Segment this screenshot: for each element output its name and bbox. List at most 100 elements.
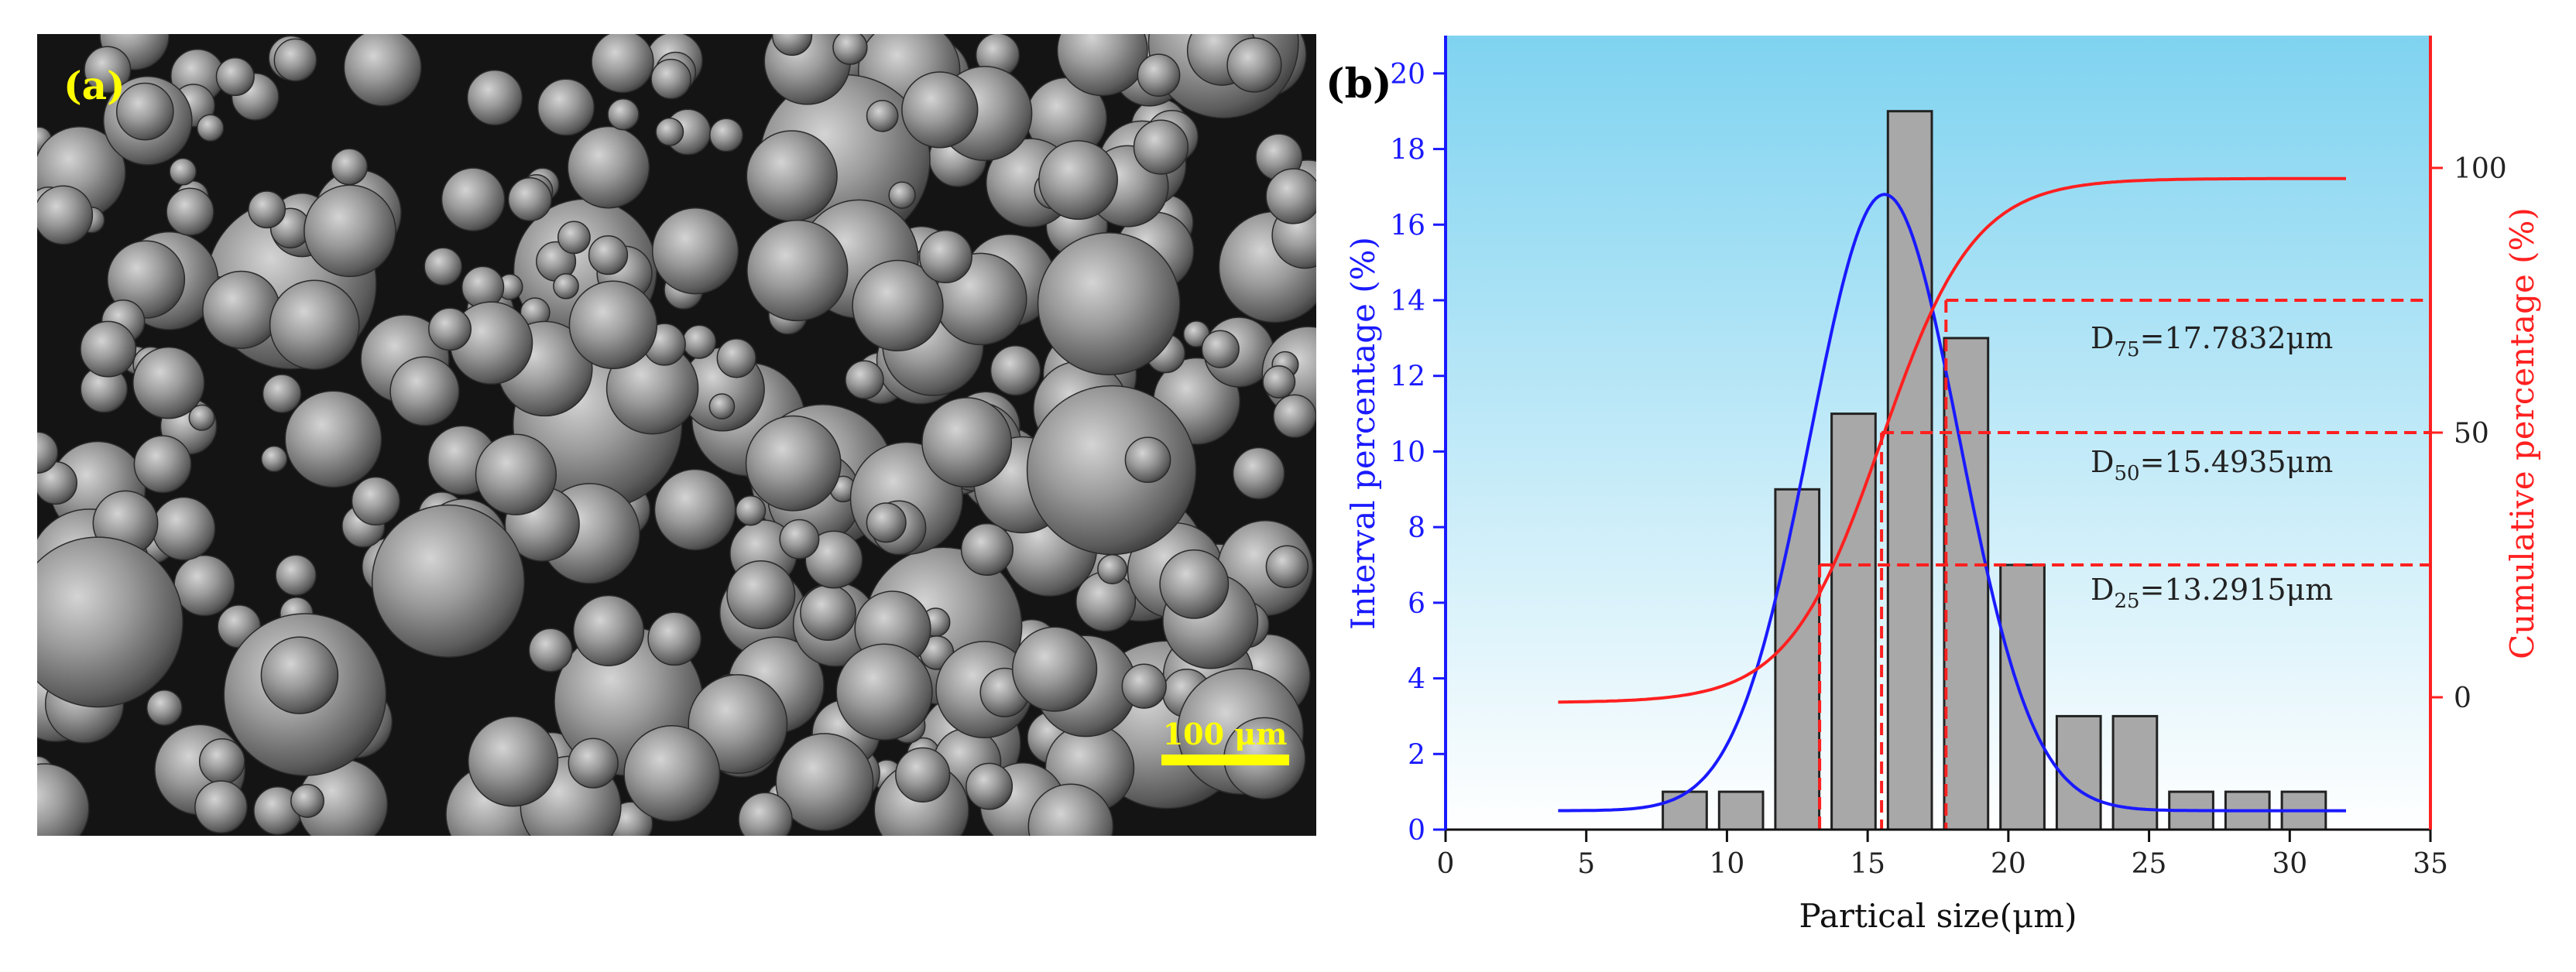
powder-particle (194, 780, 248, 834)
right-tick-label: 0 (2454, 683, 2471, 714)
powder-particle (275, 554, 317, 596)
powder-particle (960, 522, 1014, 576)
percentile-annotations: D75=17.7832μm D50=15.4935μm D25=13.2915μ… (2091, 321, 2333, 613)
left-tick-label: 20 (1390, 59, 1425, 91)
powder-particle (779, 519, 820, 560)
x-tick-label: 10 (1710, 848, 1745, 880)
powder-particle (424, 247, 463, 286)
powder-particle (1201, 330, 1240, 368)
left-tick-label: 8 (1408, 512, 1425, 544)
right-axis-title: Cumulative percentage (%) (2503, 207, 2541, 659)
powder-particle (716, 338, 756, 378)
powder-particle (804, 530, 863, 589)
d75-subscript: 75 (2114, 338, 2139, 361)
powder-particle (371, 504, 525, 658)
powder-particle (866, 99, 899, 132)
left-tick-label: 6 (1408, 588, 1425, 620)
powder-particle (1262, 364, 1296, 399)
powder-particle (735, 495, 767, 526)
powder-particle (888, 181, 916, 209)
powder-particle (173, 554, 235, 617)
powder-particle (151, 496, 216, 561)
powder-particle (428, 307, 472, 351)
powder-particle (708, 118, 744, 152)
left-tick-label: 16 (1390, 210, 1425, 241)
powder-particle (37, 536, 184, 708)
powder-particle (273, 38, 317, 82)
left-tick-label: 18 (1390, 135, 1425, 166)
powder-particle (1159, 549, 1230, 619)
powder-particle (133, 435, 192, 494)
powder-particle (284, 390, 382, 488)
powder-particle (651, 207, 739, 295)
left-axis-title: Interval percentage (%) (1344, 237, 1382, 630)
powder-particle (1056, 34, 1148, 97)
powder-particle (37, 185, 94, 245)
powder-particle (260, 445, 288, 473)
powder-particle (655, 117, 684, 146)
powder-particle (466, 69, 523, 126)
powder-particle (304, 184, 396, 278)
chart-axes: 0 5 10 15 20 25 30 35 0 2 4 6 8 10 12 14 16 18 20 0 50 100 (1390, 36, 2507, 880)
histogram-bar (1886, 110, 1933, 831)
histogram-bar (1774, 488, 1821, 831)
histogram-bar (1662, 790, 1708, 831)
cumulative-curve (1558, 176, 2346, 704)
powder-particle (269, 279, 360, 371)
x-axis-title: Partical size(μm) (1799, 897, 2077, 935)
powder-particle (901, 71, 979, 149)
powder-particle (1137, 53, 1181, 98)
powder-particle (588, 234, 629, 276)
histogram-bar (1943, 337, 1990, 831)
powder-particle (895, 747, 951, 803)
powder-particle (248, 190, 286, 229)
powder-particle (1124, 436, 1171, 484)
d50-symbol: D (2091, 445, 2114, 479)
powder-particle (84, 46, 132, 94)
left-tick-label: 0 (1408, 815, 1425, 847)
powder-particle (37, 763, 90, 836)
panel-a-label: (a) (63, 63, 125, 108)
powder-particle (745, 415, 842, 512)
size-distribution-chart: (b) D75=17.7832μm D50=15.4935μm D25=13.2… (1326, 36, 2541, 935)
powder-particle (567, 125, 650, 209)
d75-symbol: D (2091, 321, 2114, 355)
powder-particle (568, 738, 619, 789)
histogram-bar (2055, 714, 2102, 831)
powder-particle (1097, 554, 1128, 585)
powder-particle (918, 229, 972, 284)
powder-particle (1121, 663, 1167, 709)
d25-annotation: D25=13.2915μm (2091, 573, 2333, 613)
powder-particle (188, 404, 215, 431)
powder-particle (467, 716, 559, 807)
powder-particle (553, 272, 579, 299)
d50-value: =15.4935μm (2140, 445, 2334, 479)
powder-particle (1232, 447, 1285, 500)
powder-particle (845, 360, 884, 399)
x-tick-label: 5 (1577, 848, 1595, 880)
scale-bar-label: 100 μm (1163, 717, 1288, 751)
powder-particle (507, 177, 552, 222)
powder-particle (966, 762, 1014, 810)
plot-area (1446, 36, 2430, 830)
powder-particle (331, 148, 369, 186)
x-tick-label: 0 (1437, 848, 1455, 880)
powder-particle (708, 393, 736, 419)
powder-particle (1265, 168, 1316, 224)
left-tick-label: 2 (1408, 739, 1425, 771)
powder-particle (290, 783, 324, 818)
powder-particle (681, 324, 717, 359)
powder-particle (107, 240, 186, 319)
x-tick-label: 20 (1991, 848, 2026, 880)
powder-particle (623, 725, 721, 822)
powder-particle (260, 636, 339, 714)
powder-particle (343, 34, 422, 107)
panel-b-label: (b) (1326, 60, 1392, 108)
powder-particle (568, 280, 658, 370)
powder-particle (746, 130, 838, 222)
powder-particle (921, 397, 1013, 488)
powder-particles (37, 34, 1316, 836)
powder-particle (80, 320, 137, 378)
powder-particle (1272, 394, 1316, 439)
